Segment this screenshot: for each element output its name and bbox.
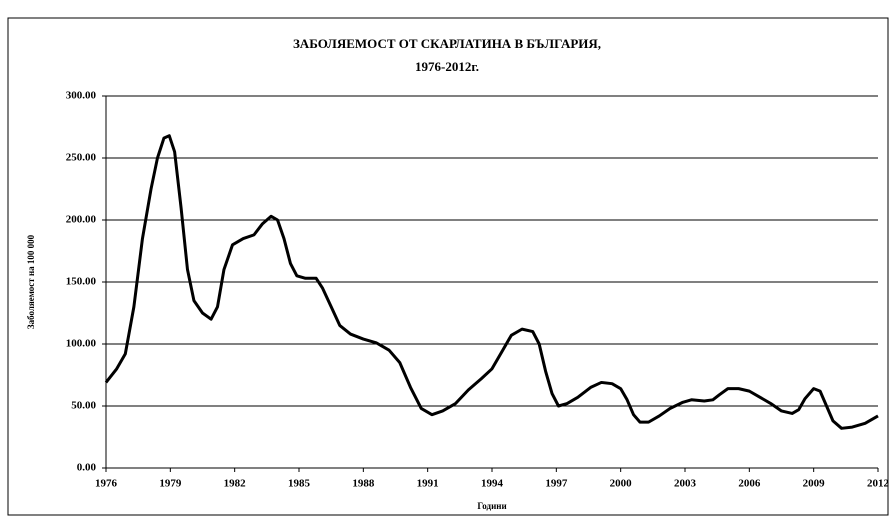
x-tick-label: 1991 [417,478,439,490]
y-tick-label: 200.00 [66,214,97,226]
x-tick-label: 2012 [867,478,890,490]
chart-frame [7,17,889,516]
x-tick-label: 1982 [224,478,247,490]
y-tick-label: 50.00 [71,400,96,412]
y-axis-label: Заболяемост на 100 000 [26,234,36,329]
x-tick-label: 1985 [288,478,311,490]
x-tick-label: 2000 [610,478,633,490]
y-tick-label: 100.00 [66,338,97,350]
x-tick-label: 2003 [674,478,697,490]
x-tick-label: 1979 [159,478,182,490]
x-tick-label: 1976 [95,478,118,490]
chart-title: ЗАБОЛЯЕМОСТ ОТ СКАРЛАТИНА В БЪЛГАРИЯ, [293,36,601,51]
chart-title: 1976-2012г. [415,59,479,74]
y-tick-label: 300.00 [66,90,97,102]
x-tick-label: 2006 [738,478,761,490]
y-tick-label: 150.00 [66,276,97,288]
x-tick-label: 2009 [803,478,826,490]
x-tick-label: 1988 [352,478,375,490]
x-tick-label: 1997 [545,478,568,490]
y-tick-label: 250.00 [66,152,97,164]
y-tick-label: 0.00 [77,462,97,474]
data-line [104,134,879,430]
x-axis-label: Години [477,501,506,511]
x-tick-label: 1994 [481,478,504,490]
